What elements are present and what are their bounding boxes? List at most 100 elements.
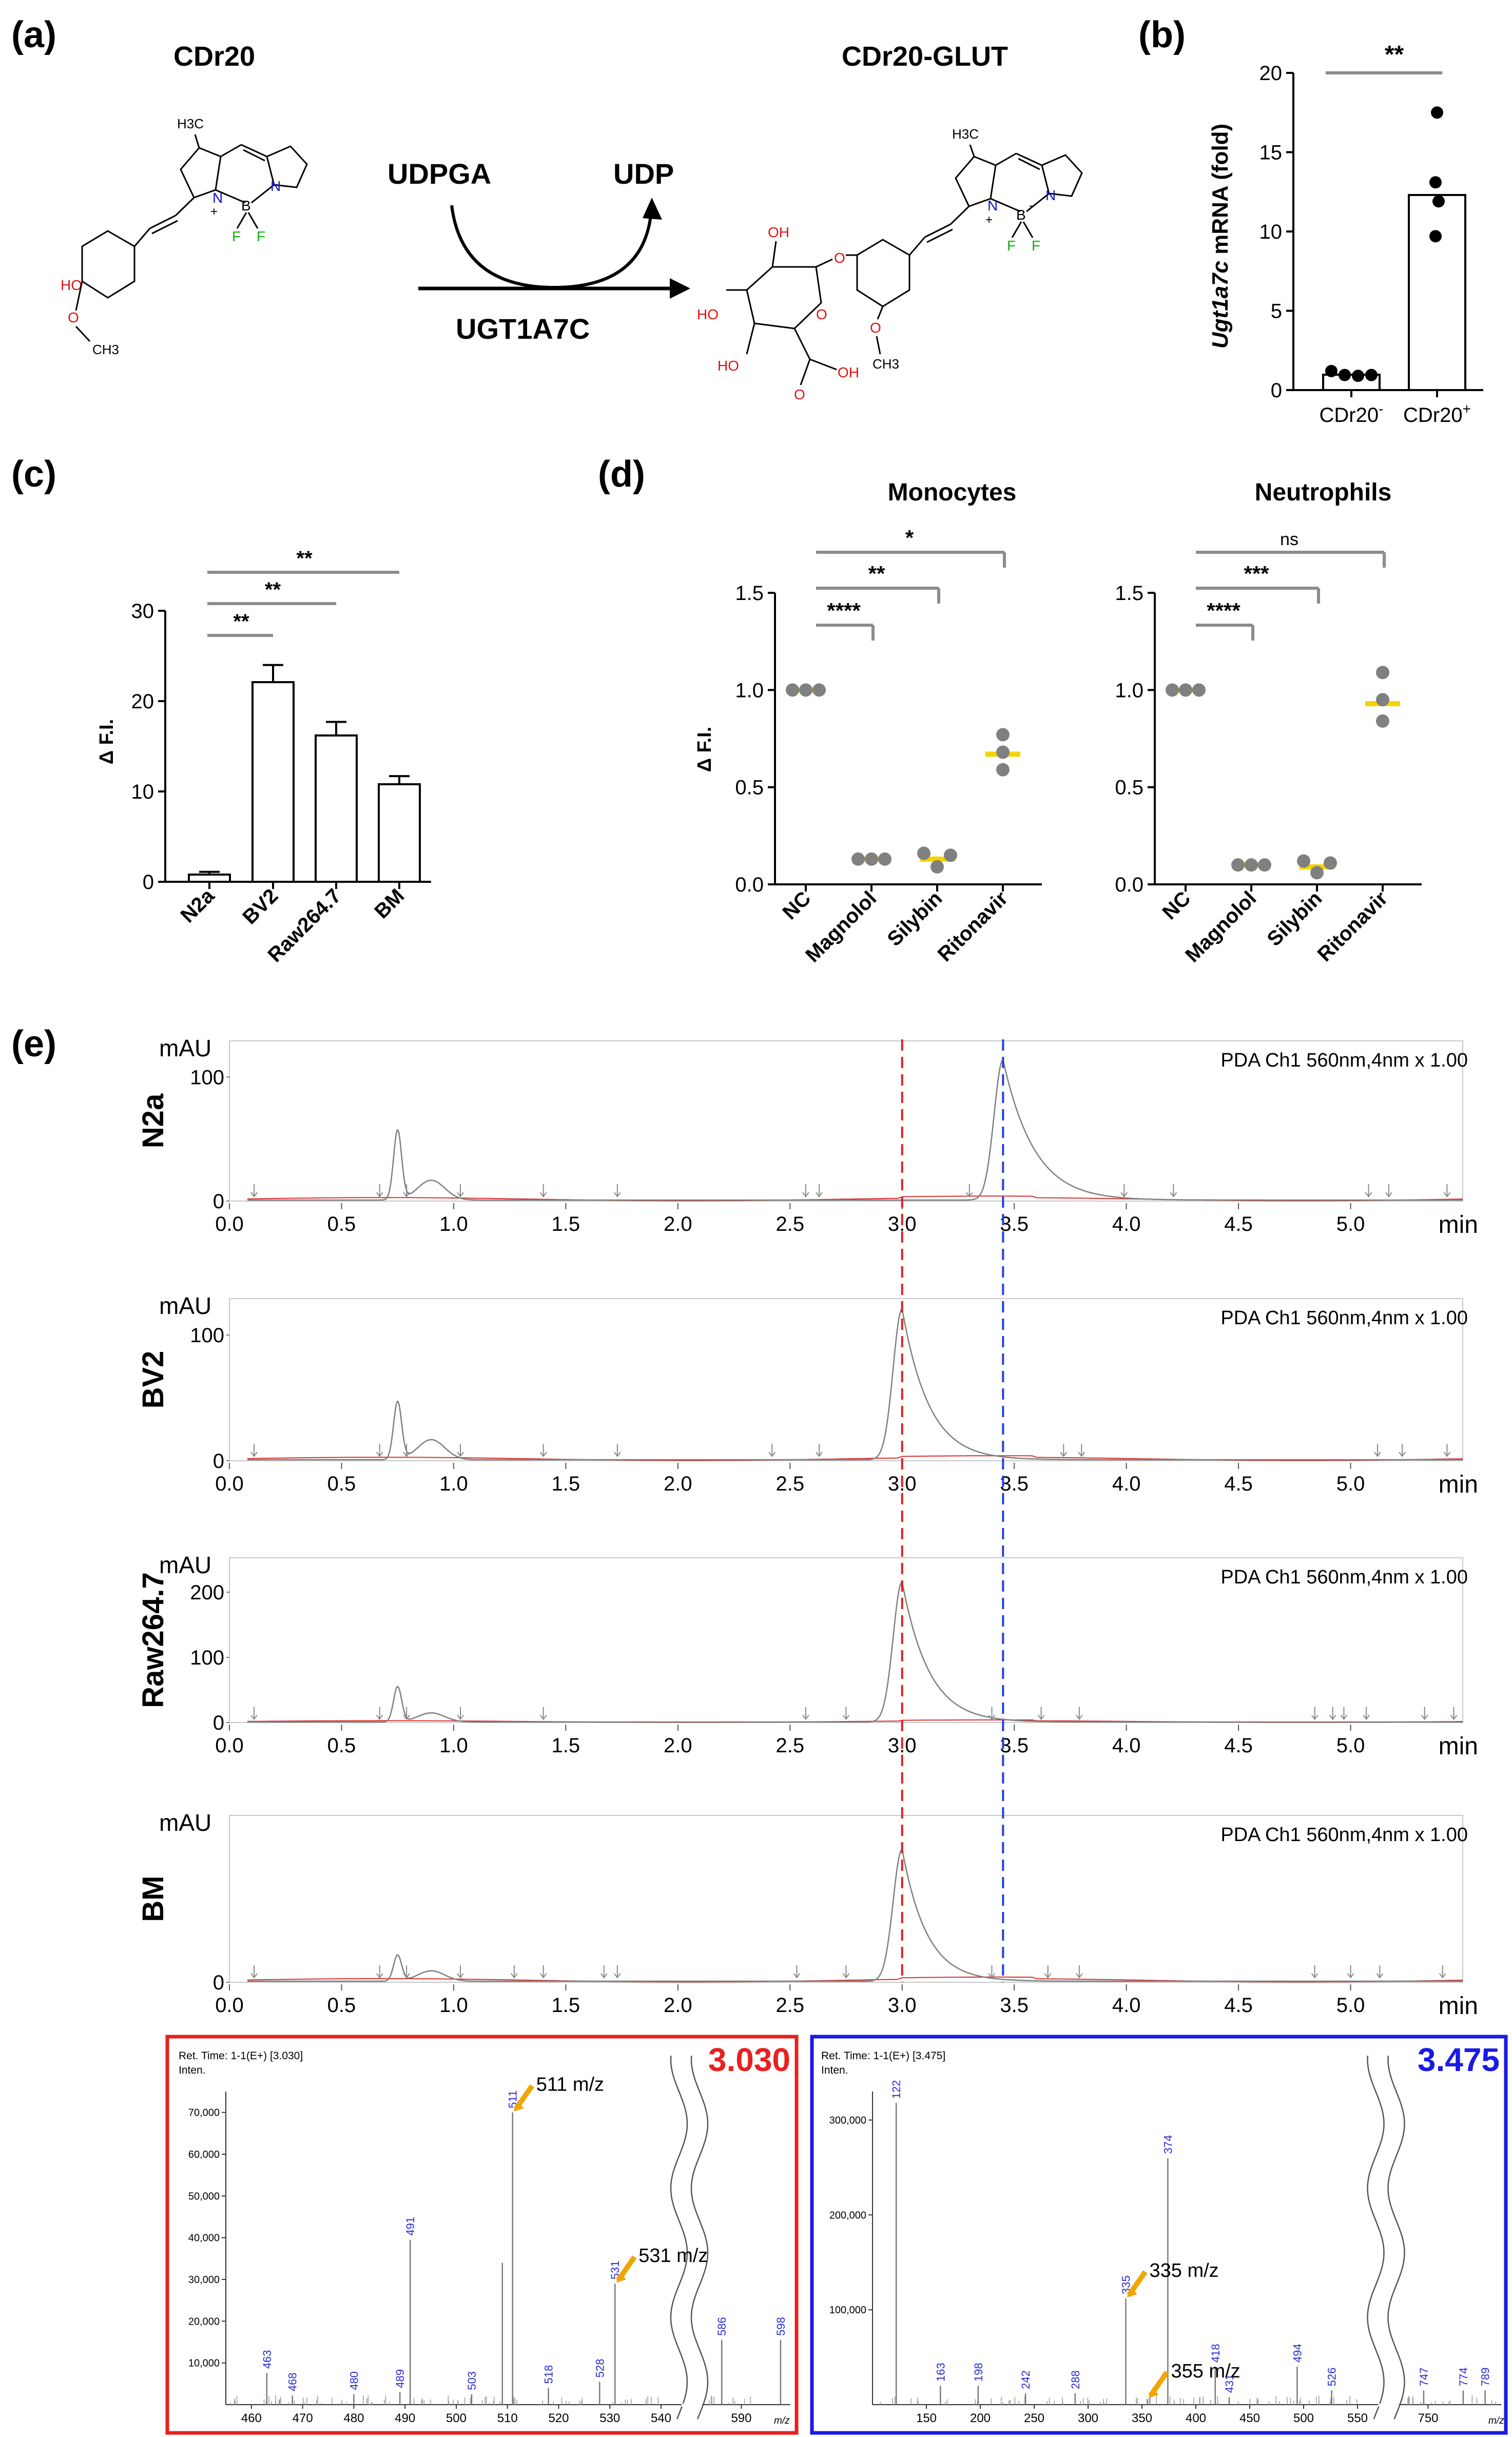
chart-b-point [1339,369,1351,381]
chromatogram-y-unit: mAU [159,1552,211,1578]
atom-f-left-1: F [232,228,241,244]
chromatogram-integration-marker [816,1444,823,1457]
ms1-peak-label: 468 [286,2372,299,2391]
atom-ho-left: HO [61,277,82,293]
ms1-retention-label: 3.030 [708,2041,790,2078]
chart-chromatograms: N2a mAU PDA Ch1 560nm,4nm x 1.00 0 100 0.0 0.5… [137,1035,1478,2020]
ms2-peak-label: 774 [1457,2368,1470,2387]
chart-c-sig-label: ** [233,610,249,633]
chromatogram-xtick-label: 4.0 [1112,1994,1141,2017]
chromatogram-xtick-label: 4.5 [1224,1213,1253,1235]
chromatogram-xtick-label: 2.5 [776,1213,804,1235]
svg-text:Ugt1a7c mRNA (fold): Ugt1a7c mRNA (fold) [1208,124,1233,349]
chart-d1-xtick-label: Magnolol [801,887,881,966]
chromatogram-integration-marker [1311,1707,1319,1720]
chart-d1-point [996,763,1010,777]
chromatogram-xtick-label: 4.0 [1112,1213,1141,1235]
atom-o-ether: O [834,250,845,266]
ms2-peak-label: 242 [1019,2370,1032,2389]
chart-d1-sig-label: * [905,526,914,550]
ms1-ytick-label: 30,000 [188,2274,220,2286]
ms2-peak-label: 163 [934,2363,947,2382]
chromatogram-sample-label: Raw264.7 [137,1572,170,1708]
scheme-left-title: CDr20 [173,41,255,72]
ms2-peak-label: 431 [1223,2374,1236,2393]
chart-d2-ytick-label: 0.5 [1115,777,1143,799]
chromatogram-xtick-label: 2.0 [664,1213,692,1235]
ms2-annotation-arrowhead [1148,2387,1159,2398]
ms1-break-gap [682,2404,702,2407]
ms1-xtick-label: 510 [497,2411,518,2425]
ms2-peak-label: 747 [1418,2368,1430,2387]
chart-b-xtick-label: CDr20+ [1403,401,1471,427]
chromatogram-integration-marker [1421,1707,1428,1720]
chromatogram-xtick-label: 0.5 [327,1994,356,2017]
ms2-annotation-label: 335 m/z [1150,2260,1219,2281]
ms1-ytick-label: 10,000 [188,2358,220,2369]
chromatogram-ytick-label: 100 [190,1324,224,1347]
ms2-frame [810,2035,1508,2435]
chromatogram-integration-marker [457,1707,464,1720]
ms2-annotation-label: 355 m/z [1171,2361,1240,2382]
chromatogram-xtick-label: 1.0 [439,1213,468,1235]
ms1-peak-label: 503 [466,2371,478,2390]
chromatogram-xtick-label: 1.5 [552,1213,580,1235]
chromatogram-integration-marker [376,1965,383,1979]
chromatogram-ytick-label: 100 [190,1647,224,1669]
chart-d2-sig-label: **** [1207,598,1240,623]
chromatogram-integration-marker [457,1444,464,1457]
chromatogram-xtick-label: 0.0 [215,1213,244,1235]
chromatogram-integration-marker [793,1965,801,1979]
ms1-ytick-label: 50,000 [188,2191,220,2202]
chromatogram-integration-marker [842,1965,850,1979]
chart-d2-point [1166,683,1179,697]
chromatogram-ytick-label: 0 [213,1190,224,1213]
chromatogram-ytick-label: 100 [190,1066,224,1089]
ms2-peak-label: 374 [1161,2135,1174,2154]
chromatogram-integration-marker [614,1184,621,1197]
ms1-xtick-label: 490 [395,2411,415,2425]
atom-o-methoxy: O [870,320,881,336]
chart-d1-ytick-label: 1.5 [735,582,764,605]
chromatogram-integration-marker [539,1707,547,1720]
chromatogram-integration-marker [1037,1707,1045,1720]
ms1-annotation-label: 511 m/z [536,2074,604,2096]
chromatogram-integration-marker [600,1965,608,1979]
chromatogram-xtick-label: 3.5 [1000,1994,1029,2017]
ms2-axis-break [1367,2055,1385,2420]
chart-b-point [1325,364,1337,377]
atom-o-left: O [68,310,79,325]
chromatogram-integration-marker [1078,1444,1085,1457]
chromatogram-integration-marker [1439,1965,1446,1979]
chromatogram-xtick-label: 4.5 [1224,1994,1253,2017]
chromatogram-integration-marker [988,1965,996,1979]
chromatogram-integration-marker [1376,1965,1384,1979]
chart-b-point [1365,369,1378,381]
chart-b-ytick-label: 15 [1259,142,1283,164]
chromatogram-xtick-label: 0.5 [327,1473,356,1495]
chart-d1-ytick-label: 0.0 [735,874,764,896]
chromatogram-integration-marker [539,1444,547,1457]
cofactor-udp: UDP [613,158,674,190]
ms1-axis-break [690,2055,709,2420]
chart-b-xtick-label: CDr20- [1320,401,1384,427]
chart-c-sig-label: ** [296,547,313,570]
atom-b-left: B [241,198,251,214]
chromatogram-integration-marker [457,1184,464,1197]
chromatogram-detector-label: PDA Ch1 560nm,4nm x 1.00 [1220,1824,1468,1846]
ms1-peak-label: 586 [715,2317,728,2336]
chromatogram-ytick-label: 200 [190,1581,224,1604]
chromatogram-integration-marker [403,1965,410,1979]
chromatogram-integration-marker [250,1707,258,1720]
chart-d2-xtick-label: NC [1158,887,1195,924]
ms1-xtick-label: 590 [731,2411,751,2425]
chromatogram-integration-marker [614,1444,621,1457]
atom-n-right-2: N [1045,187,1056,203]
ms2-xtick-label: 300 [1078,2411,1098,2425]
chart-d2-point [1310,866,1324,880]
chart-d2-ytick-label: 1.5 [1115,582,1143,605]
